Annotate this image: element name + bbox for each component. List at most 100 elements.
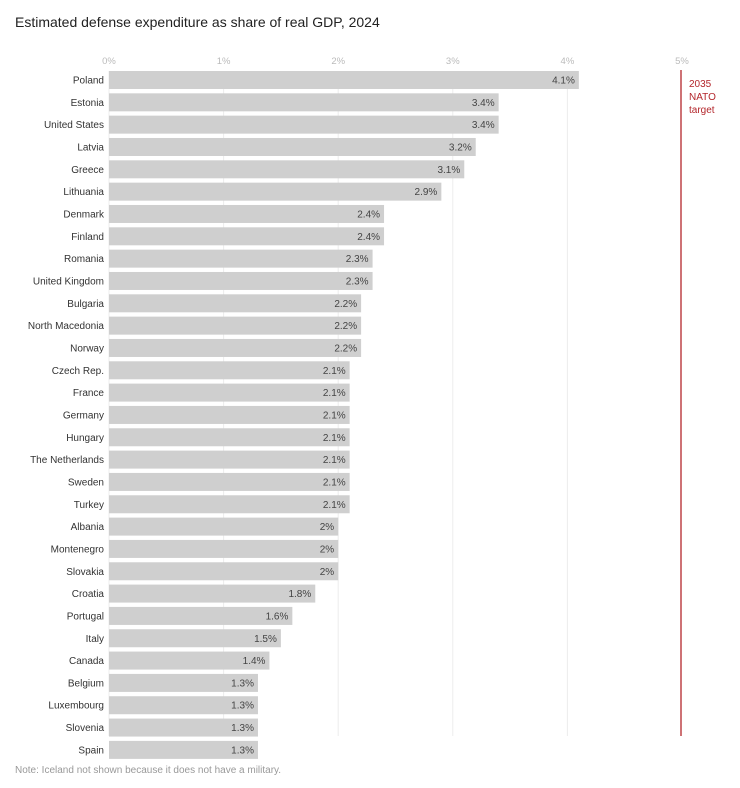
- bar: [109, 182, 442, 201]
- x-tick-label: 0%: [102, 56, 116, 67]
- category-label: Portugal: [67, 611, 104, 622]
- bar: [109, 651, 270, 670]
- category-label: Croatia: [72, 589, 105, 600]
- category-label: Montenegro: [51, 544, 105, 555]
- data-label: 2.4%: [357, 209, 380, 220]
- bar: [109, 517, 339, 536]
- bar: [109, 137, 476, 156]
- data-label: 2%: [320, 544, 335, 555]
- data-label: 1.5%: [254, 634, 277, 645]
- bar: [109, 204, 385, 223]
- category-label: Albania: [71, 522, 105, 533]
- data-label: 1.3%: [231, 678, 254, 689]
- category-label: Luxembourg: [48, 701, 104, 712]
- data-label: 3.1%: [437, 165, 460, 176]
- bar: [109, 227, 385, 246]
- data-label: 2.1%: [323, 410, 346, 421]
- bar: [109, 71, 579, 89]
- category-label: Finland: [71, 232, 104, 243]
- data-label: 4.1%: [552, 76, 575, 87]
- category-label: Slovenia: [66, 723, 105, 734]
- bar: [109, 450, 350, 469]
- bar: [109, 606, 293, 625]
- x-tick-label: 1%: [217, 56, 231, 67]
- bar: [109, 495, 350, 514]
- category-label: United Kingdom: [33, 276, 104, 287]
- category-label: Italy: [86, 634, 104, 645]
- data-label: 2.1%: [323, 455, 346, 466]
- x-tick-label: 2%: [331, 56, 345, 67]
- bar: [109, 696, 258, 715]
- bar: [109, 115, 499, 134]
- category-label: Denmark: [63, 209, 105, 220]
- category-label: Canada: [69, 656, 104, 667]
- data-label: 1.3%: [231, 701, 254, 712]
- bar: [109, 718, 258, 737]
- data-label: 2.1%: [323, 477, 346, 488]
- data-label: 2.3%: [346, 276, 369, 287]
- category-label: Slovakia: [66, 567, 104, 578]
- data-label: 2.2%: [334, 299, 357, 310]
- bar: [109, 294, 362, 313]
- bar: [109, 271, 373, 290]
- category-label: Estonia: [71, 98, 105, 109]
- category-label: Greece: [71, 165, 104, 176]
- reference-label-line: NATO: [689, 92, 716, 103]
- category-label: Spain: [78, 745, 104, 756]
- data-label: 2.1%: [323, 500, 346, 511]
- category-label: France: [73, 388, 105, 399]
- data-label: 1.8%: [288, 589, 311, 600]
- category-label: Sweden: [68, 477, 104, 488]
- data-label: 2.1%: [323, 388, 346, 399]
- bar: [109, 361, 350, 380]
- data-label: 1.3%: [231, 745, 254, 756]
- category-label: Belgium: [68, 678, 104, 689]
- bar: [109, 629, 281, 648]
- reference-label-line: 2035: [689, 79, 712, 90]
- category-label: Germany: [63, 410, 104, 421]
- bar: [109, 428, 350, 447]
- category-label: Czech Rep.: [52, 366, 104, 377]
- bar: [109, 740, 258, 759]
- bar: [109, 316, 362, 335]
- reference-label-line: target: [689, 105, 715, 116]
- bar: [109, 405, 350, 424]
- category-label: Bulgaria: [67, 299, 104, 310]
- category-label: Lithuania: [63, 187, 104, 198]
- bar: [109, 472, 350, 491]
- category-label: Norway: [70, 343, 104, 354]
- chart-title: Estimated defense expenditure as share o…: [15, 14, 380, 30]
- data-label: 1.3%: [231, 723, 254, 734]
- bar: [109, 562, 339, 581]
- data-label: 2%: [320, 567, 335, 578]
- data-label: 1.6%: [266, 611, 289, 622]
- data-label: 2.2%: [334, 321, 357, 332]
- bar: [109, 673, 258, 692]
- x-tick-label: 3%: [446, 56, 460, 67]
- category-label: Turkey: [74, 500, 104, 511]
- data-label: 2%: [320, 522, 335, 533]
- category-label: North Macedonia: [28, 321, 105, 332]
- x-tick-label: 4%: [561, 56, 575, 67]
- bar: [109, 93, 499, 112]
- bar: [109, 249, 373, 268]
- x-tick-label: 5%: [675, 56, 689, 67]
- data-label: 3.2%: [449, 142, 472, 153]
- data-label: 3.4%: [472, 120, 495, 131]
- category-label: Romania: [64, 254, 104, 265]
- data-label: 2.4%: [357, 232, 380, 243]
- bar: [109, 160, 465, 179]
- bar: [109, 383, 350, 402]
- reference-line-label: 2035 NATO target: [689, 78, 729, 117]
- category-label: Latvia: [77, 142, 104, 153]
- chart-note: Note: Iceland not shown because it does …: [15, 765, 282, 776]
- data-label: 2.3%: [346, 254, 369, 265]
- data-label: 2.1%: [323, 433, 346, 444]
- data-label: 1.4%: [243, 656, 266, 667]
- data-label: 3.4%: [472, 98, 495, 109]
- data-label: 2.1%: [323, 366, 346, 377]
- category-label: The Netherlands: [30, 455, 104, 466]
- category-label: United States: [44, 120, 104, 131]
- data-label: 2.9%: [415, 187, 438, 198]
